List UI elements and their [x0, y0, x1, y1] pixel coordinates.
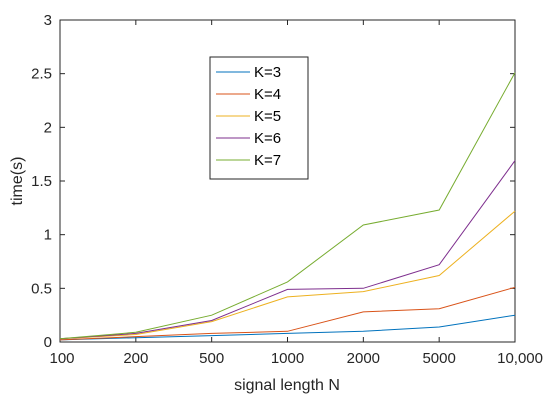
legend-label: K=6: [254, 130, 281, 147]
y-tick-label: 1.5: [31, 173, 52, 190]
legend-label: K=5: [254, 108, 281, 125]
y-tick-label: 1: [44, 227, 52, 244]
series-line-k-7: [59, 72, 516, 340]
x-tick-label: 5000: [422, 350, 455, 367]
y-axis-label: time(s): [9, 157, 26, 206]
series-line-k-3: [59, 314, 516, 341]
x-tick-label: 200: [123, 350, 148, 367]
y-tick-label: 2: [44, 119, 52, 136]
y-tick-label: 2.5: [31, 66, 52, 83]
legend-label: K=7: [254, 152, 281, 169]
y-tick-label: 0: [44, 334, 52, 351]
x-tick-label: 1000: [271, 350, 304, 367]
legend-label: K=3: [254, 64, 281, 81]
series-line-k-5: [59, 210, 516, 340]
y-tick-label: 0.5: [31, 280, 52, 297]
legend-box: [209, 56, 309, 180]
x-axis-label: signal length N: [234, 377, 340, 394]
series-line-k-6: [59, 160, 516, 340]
legend-label: K=4: [254, 86, 281, 103]
x-tick-label: 2000: [347, 350, 380, 367]
y-axis: 0 0.5 1 1.5 2 2.5 3: [31, 12, 515, 351]
y-tick-label: 3: [44, 12, 52, 29]
x-axis: 100 200 500 1000 2000 5000 10,000: [49, 20, 543, 367]
series-lines: [59, 72, 516, 341]
x-tick-label: 10,000: [497, 350, 543, 367]
x-tick-label: 500: [199, 350, 224, 367]
x-tick-label: 100: [49, 350, 74, 367]
series-line-k-4: [59, 286, 516, 341]
legend: K=3 K=4 K=5 K=6 K=7: [209, 56, 309, 180]
